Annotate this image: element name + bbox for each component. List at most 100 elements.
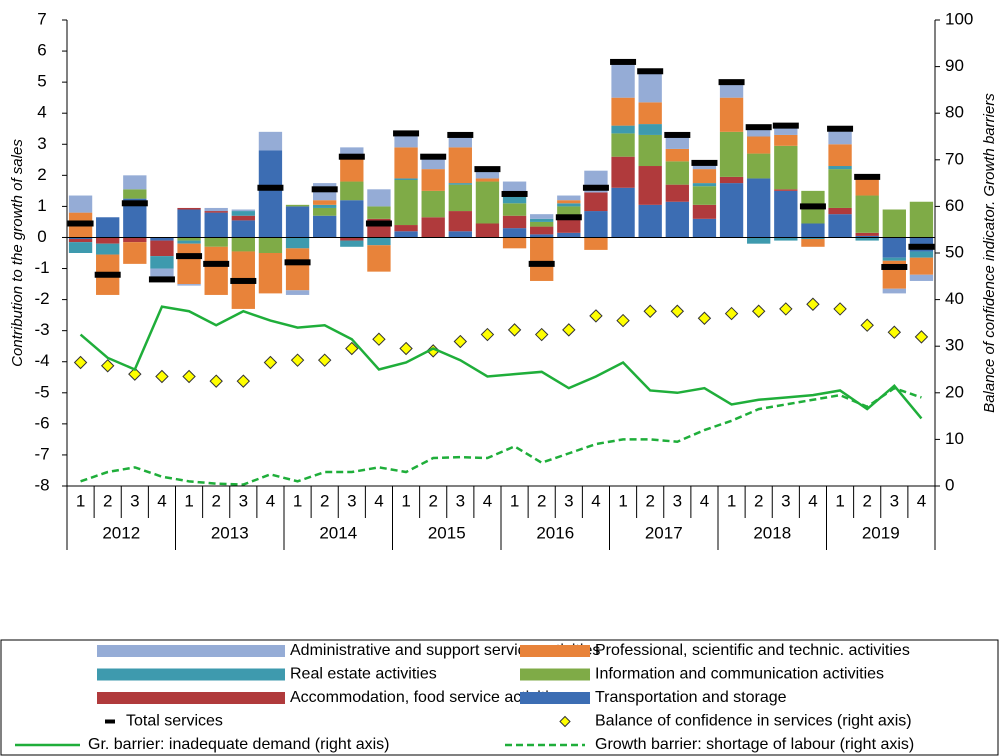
- bar-segment: [774, 124, 798, 135]
- bar-segment: [285, 204, 310, 207]
- y-tick-label: 1: [37, 196, 46, 215]
- x-tick-label: 2: [428, 491, 437, 510]
- x-tick-label: 2: [645, 491, 654, 510]
- legend-swatch: [97, 692, 285, 704]
- bar-segment: [394, 178, 418, 180]
- legend-swatch: [97, 668, 285, 681]
- bar-segment: [584, 192, 608, 212]
- diamond-marker: [914, 330, 929, 344]
- diamond-marker: [616, 313, 630, 328]
- bar-segment: [231, 237, 255, 252]
- bar-segment: [665, 161, 689, 185]
- bar-segment: [313, 200, 337, 205]
- bar-segment: [638, 134, 662, 167]
- x-tick-label: 4: [374, 491, 383, 510]
- x-tick-label: 1: [510, 491, 519, 510]
- bar-segment: [123, 198, 147, 238]
- bar-segment: [530, 218, 554, 222]
- legend-label: Gr. barrier: inadequate demand (right ax…: [88, 736, 389, 753]
- bar-segment: [882, 257, 906, 261]
- total-marker: [745, 124, 772, 131]
- bar-segment: [475, 223, 500, 238]
- legend-swatch: [559, 715, 571, 728]
- bar-segment: [68, 242, 93, 253]
- legend-label: Accommodation, food service activities: [290, 689, 566, 706]
- bar-segment: [313, 215, 337, 238]
- bar-segment: [475, 181, 500, 224]
- bar-segment: [231, 215, 255, 221]
- bar-segment: [231, 209, 255, 212]
- legend-box: [0, 639, 999, 756]
- diamond-marker: [236, 374, 251, 388]
- total-marker: [176, 253, 203, 260]
- diamond-marker: [589, 309, 603, 323]
- bar-segment: [747, 153, 771, 179]
- diamond-marker: [263, 355, 278, 370]
- bar-segment: [692, 183, 717, 187]
- legend-label: Transportation and storage: [595, 689, 787, 706]
- bar-segment: [394, 147, 418, 179]
- bar-segment: [177, 243, 201, 285]
- bar-segment: [502, 237, 527, 249]
- bar-segment: [204, 246, 228, 295]
- bar-segment: [638, 204, 662, 238]
- year-label: 2018: [753, 523, 791, 542]
- x-tick-label: 1: [184, 491, 193, 510]
- bar-segment: [882, 288, 906, 294]
- bar-segment: [394, 179, 418, 226]
- bar-segment: [828, 169, 852, 208]
- total-marker: [393, 130, 420, 137]
- y-tick-label: -4: [34, 351, 49, 370]
- y2-tick-label: 90: [945, 56, 964, 75]
- bar-segment: [177, 207, 201, 210]
- bar-segment: [611, 156, 635, 188]
- bar-segment: [638, 124, 662, 135]
- y-tick-label: 5: [37, 72, 46, 91]
- y-axis-label: Contribution to the growth of sales: [9, 139, 26, 367]
- x-tick-label: 4: [917, 491, 926, 510]
- bar-segment: [502, 195, 527, 204]
- bar-segment: [557, 206, 581, 216]
- diamond-marker: [751, 304, 766, 318]
- total-marker: [718, 79, 745, 86]
- bar-segment: [882, 237, 906, 258]
- bar-segment: [801, 223, 825, 238]
- y-tick-label: 2: [37, 165, 46, 184]
- x-tick-label: 3: [890, 491, 899, 510]
- diamond-marker: [480, 327, 495, 342]
- bar-segment: [882, 209, 906, 238]
- line-series: [79, 305, 923, 420]
- legend-label: Real estate activities: [290, 666, 437, 683]
- total-marker: [637, 68, 664, 75]
- y2-tick-label: 70: [945, 149, 964, 168]
- bar-segment: [448, 211, 472, 232]
- bar-segment: [557, 200, 581, 204]
- legend-label: Total services: [126, 713, 223, 730]
- x-tick-label: 4: [808, 491, 817, 510]
- line-series: [80, 386, 922, 486]
- bar-segment: [448, 184, 472, 212]
- diamond-marker: [372, 332, 386, 346]
- bar-segment: [909, 251, 934, 258]
- bar-segment: [340, 240, 364, 247]
- x-tick-label: 4: [157, 491, 166, 510]
- bar-segment: [801, 237, 825, 240]
- total-marker: [311, 186, 338, 193]
- bar-segment: [909, 201, 934, 238]
- bar-segment: [285, 248, 310, 291]
- total-marker: [664, 131, 691, 138]
- bar-segment: [394, 225, 418, 232]
- bar-segment: [150, 268, 174, 280]
- x-tick-label: 2: [754, 491, 763, 510]
- legend-swatch: [520, 692, 590, 704]
- bar-segment: [123, 189, 147, 199]
- bar-segment: [448, 231, 472, 238]
- total-marker: [881, 263, 908, 270]
- bar-segment: [340, 156, 364, 182]
- diamond-marker: [779, 302, 793, 316]
- bar-segment: [313, 204, 337, 208]
- bar-segment: [774, 189, 798, 191]
- bar-segment: [719, 82, 744, 98]
- bar-segment: [611, 187, 635, 238]
